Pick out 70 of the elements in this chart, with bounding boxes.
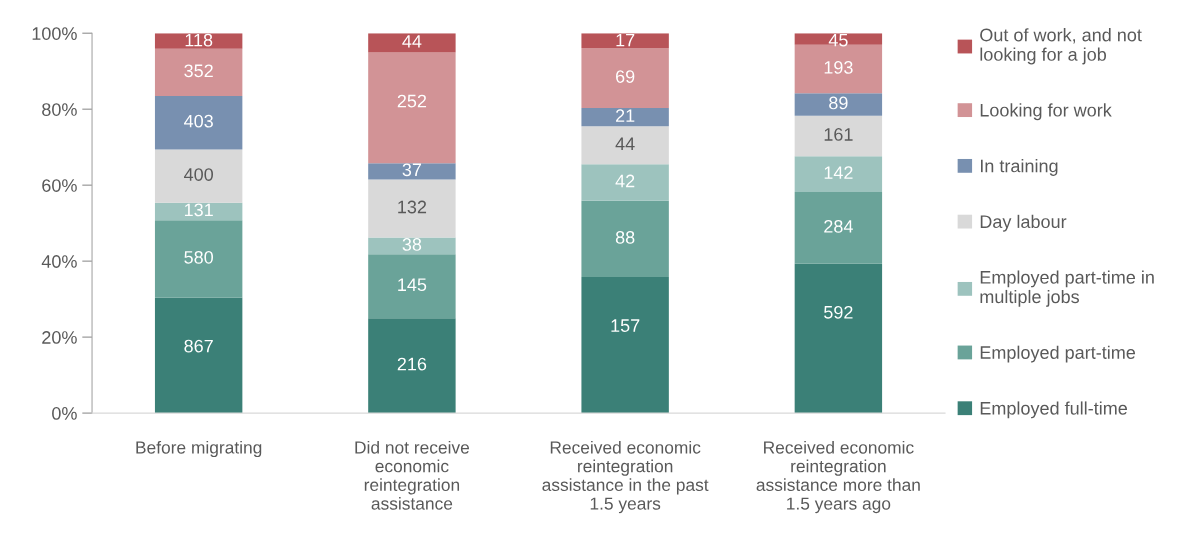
annotation: 161 bbox=[824, 128, 853, 141]
bar bbox=[794, 115, 883, 157]
bar bbox=[581, 200, 669, 278]
bar bbox=[581, 164, 669, 201]
legend-label: Employed part-time bbox=[980, 345, 1136, 363]
legend-label: Out of work, and not looking for a job bbox=[980, 28, 1142, 65]
annotation: 88 bbox=[615, 231, 635, 244]
annotation: 44 bbox=[615, 137, 635, 150]
y-tick-label: 0% bbox=[52, 407, 77, 420]
bar bbox=[794, 93, 883, 116]
annotation: 118 bbox=[185, 33, 213, 47]
bar bbox=[154, 48, 243, 96]
bar bbox=[154, 202, 243, 221]
annotation: 69 bbox=[616, 70, 635, 83]
y-tick-label: 40% bbox=[41, 255, 77, 268]
x-tick-label: Received economic reintegration assistance in the past 1.5 years bbox=[542, 440, 709, 514]
annotation: 592 bbox=[824, 305, 853, 319]
annotation: 45 bbox=[828, 33, 848, 47]
x-tick-label: Received economic reintegration assistance more than 1.5 years ago bbox=[756, 440, 920, 514]
bar bbox=[581, 108, 669, 127]
annotation: 867 bbox=[184, 339, 213, 353]
bar bbox=[154, 95, 243, 150]
bar bbox=[368, 318, 456, 414]
bar bbox=[581, 277, 669, 414]
annotation: 17 bbox=[616, 33, 635, 47]
annotation: 38 bbox=[402, 238, 422, 251]
annotation: 132 bbox=[398, 200, 427, 214]
y-tick-label: 60% bbox=[42, 179, 77, 192]
bar bbox=[794, 192, 883, 264]
annotation: 352 bbox=[184, 64, 213, 78]
bar bbox=[368, 237, 456, 255]
annotation: 580 bbox=[184, 250, 214, 264]
legend-label: Day labour bbox=[980, 214, 1067, 232]
y-tick-label: 20% bbox=[42, 331, 77, 344]
bar bbox=[154, 220, 243, 298]
bar bbox=[581, 48, 669, 109]
annotation: 42 bbox=[615, 174, 635, 188]
x-tick-label: Before migrating bbox=[136, 440, 262, 458]
bar bbox=[368, 179, 456, 238]
bar bbox=[154, 297, 243, 414]
annotation: 193 bbox=[824, 61, 853, 74]
annotation: 142 bbox=[824, 166, 853, 179]
bar bbox=[794, 156, 883, 193]
bar bbox=[368, 163, 456, 180]
bar bbox=[368, 52, 456, 164]
annotation: 216 bbox=[397, 357, 427, 371]
annotation: 284 bbox=[824, 219, 853, 233]
legend-label: Looking for work bbox=[980, 103, 1112, 121]
annotation: 157 bbox=[611, 319, 640, 332]
bar bbox=[794, 263, 883, 414]
annotation: 400 bbox=[184, 168, 214, 181]
annotation: 131 bbox=[184, 203, 213, 217]
annotation: 21 bbox=[616, 109, 635, 122]
annotation: 403 bbox=[184, 114, 213, 128]
x-tick-label: Did not receive economic reintegration assistance bbox=[355, 440, 470, 510]
annotation: 37 bbox=[402, 163, 422, 177]
legend-label: In training bbox=[980, 159, 1058, 176]
y-tick-label: 100% bbox=[32, 27, 77, 40]
annotation: 44 bbox=[402, 35, 422, 48]
bar bbox=[154, 149, 243, 203]
legend-label: Employed part-time in multiple jobs bbox=[980, 270, 1154, 307]
annotation: 252 bbox=[397, 94, 427, 108]
bar bbox=[368, 254, 456, 319]
annotation: 89 bbox=[829, 96, 848, 110]
legend-label: Employed full-time bbox=[980, 401, 1128, 419]
annotation: 145 bbox=[398, 278, 427, 292]
y-tick-label: 80% bbox=[42, 103, 77, 116]
bar bbox=[581, 33, 669, 49]
bar bbox=[581, 126, 669, 165]
bar bbox=[368, 33, 456, 53]
